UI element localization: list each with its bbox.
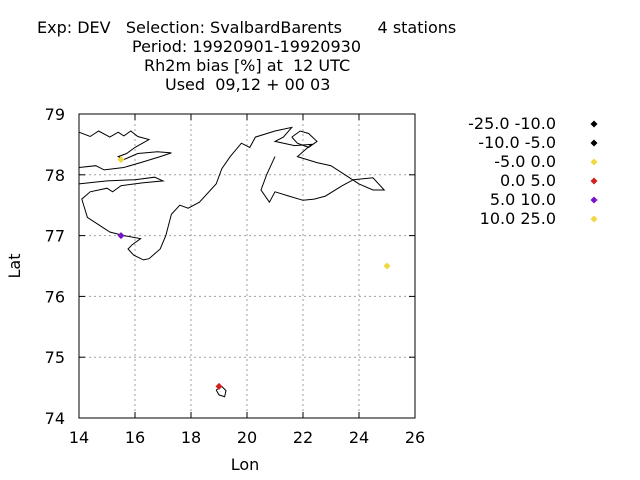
- x-tick-label: 20: [237, 428, 257, 447]
- coastline: [78, 126, 386, 398]
- legend-marker: [590, 177, 598, 185]
- x-axis-label: Lon: [231, 455, 260, 474]
- x-tick-label: 26: [405, 428, 425, 447]
- legend-marker: [590, 158, 598, 166]
- title-line-1: Exp: DEV Selection: SvalbardBarents 4 st…: [37, 18, 457, 37]
- station-marker: [383, 262, 391, 270]
- legend-marker: [590, 139, 598, 147]
- grid: [79, 114, 415, 418]
- title-line-3: Rh2m bias [%] at 12 UTC: [144, 56, 351, 75]
- station-marker: [117, 156, 125, 164]
- y-tick-label: 74: [45, 409, 65, 428]
- legend-label: 0.0 5.0: [500, 171, 556, 190]
- coastline-segment: [291, 130, 318, 148]
- coastline-segment: [78, 130, 172, 171]
- legend-label: -5.0 0.0: [494, 152, 556, 171]
- coastline-segment: [78, 126, 386, 261]
- x-tick-label: 14: [69, 428, 89, 447]
- y-tick-label: 77: [45, 227, 65, 246]
- y-tick-label: 79: [45, 105, 65, 124]
- legend-marker: [590, 120, 598, 128]
- legend-label: 10.0 25.0: [480, 209, 556, 228]
- y-tick-label: 78: [45, 166, 65, 185]
- legend-label: 5.0 10.0: [490, 190, 556, 209]
- legend-label: -10.0 -5.0: [478, 133, 556, 152]
- x-tick-label: 18: [181, 428, 201, 447]
- x-tick-label: 24: [349, 428, 369, 447]
- y-axis-label: Lat: [5, 254, 24, 279]
- legend-marker: [590, 196, 598, 204]
- y-tick-label: 76: [45, 287, 65, 306]
- axis-ticks: 14 16 18 20 22 24 26 74 75 76 77 78 79: [45, 105, 426, 447]
- legend-marker: [590, 215, 598, 223]
- y-tick-label: 75: [45, 348, 65, 367]
- legend-label: -25.0 -10.0: [468, 114, 556, 133]
- data-points: [117, 156, 391, 390]
- x-tick-label: 22: [293, 428, 313, 447]
- x-tick-label: 16: [125, 428, 145, 447]
- title-line-2: Period: 19920901-19920930: [132, 37, 362, 56]
- station-marker: [117, 232, 125, 240]
- title-line-4: Used 09,12 + 00 03: [165, 75, 331, 94]
- legend: -25.0 -10.0-10.0 -5.0-5.0 0.00.0 5.05.0 …: [468, 114, 598, 228]
- station-marker: [215, 382, 223, 390]
